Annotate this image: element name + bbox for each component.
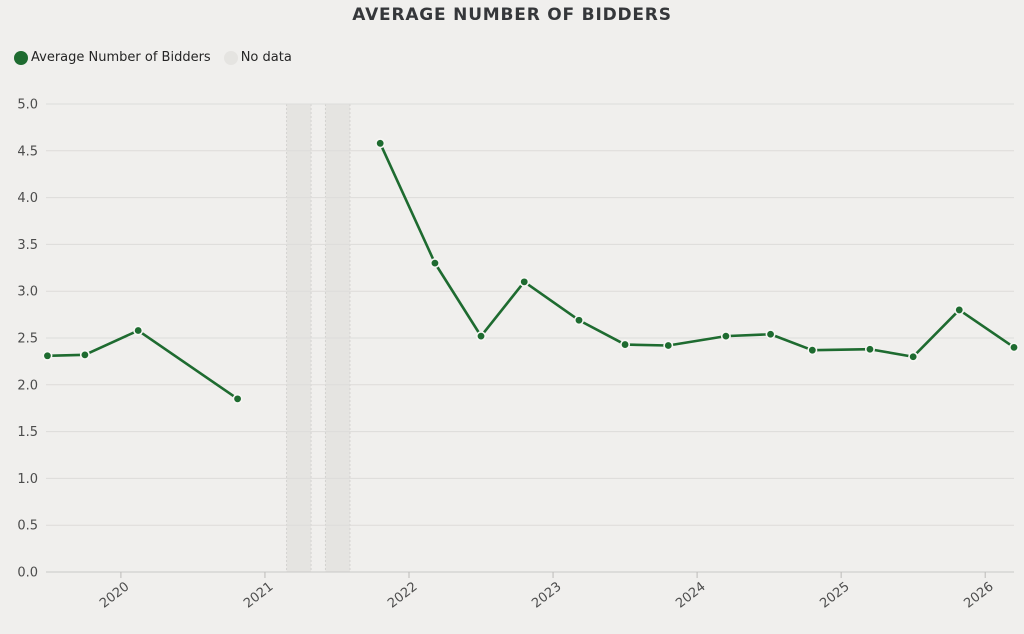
series-line — [378, 142, 1016, 359]
legend-no-data-label: No data — [240, 50, 292, 65]
data-point[interactable] — [476, 331, 487, 342]
x-tick-label: 2021 — [241, 579, 276, 611]
x-tick-label: 2022 — [385, 579, 420, 611]
data-point[interactable] — [620, 339, 631, 350]
y-tick-label: 3.5 — [17, 238, 38, 253]
data-point[interactable] — [1008, 342, 1019, 353]
data-point[interactable] — [519, 276, 530, 287]
y-tick-label: 3.0 — [17, 285, 38, 300]
series-swatch-icon — [14, 50, 28, 65]
data-point[interactable] — [807, 345, 818, 356]
legend-series-label: Average Number of Bidders — [31, 50, 211, 65]
y-tick-label: 2.5 — [17, 332, 38, 347]
data-point[interactable] — [375, 138, 386, 149]
no-data-swatch-icon — [223, 50, 238, 65]
legend-item-no-data[interactable]: No data — [223, 50, 292, 65]
y-tick-label: 4.0 — [17, 191, 38, 206]
x-tick-label: 2023 — [529, 579, 564, 611]
y-tick-label: 1.5 — [17, 425, 38, 440]
x-tick-label: 2025 — [817, 579, 852, 611]
data-point[interactable] — [79, 349, 90, 360]
y-tick-label: 1.0 — [17, 472, 38, 487]
chart-title: AVERAGE NUMBER OF BIDDERS — [352, 5, 672, 25]
data-point[interactable] — [864, 344, 875, 355]
legend: Average Number of Bidders No data — [14, 50, 292, 65]
legend-item-series[interactable]: Average Number of Bidders — [14, 50, 211, 65]
x-tick-label: 2024 — [673, 579, 708, 611]
data-point[interactable] — [42, 350, 53, 361]
data-point[interactable] — [573, 315, 584, 326]
x-tick-label: 2026 — [961, 579, 996, 611]
data-point[interactable] — [720, 331, 731, 342]
data-point[interactable] — [429, 258, 440, 269]
y-tick-label: 0.0 — [17, 566, 38, 581]
data-point[interactable] — [765, 329, 776, 340]
x-tick-label: 2020 — [97, 579, 132, 611]
data-point[interactable] — [232, 393, 243, 404]
y-tick-label: 2.0 — [17, 378, 38, 393]
data-point[interactable] — [908, 351, 919, 362]
data-point[interactable] — [663, 340, 674, 351]
y-tick-label: 0.5 — [17, 519, 38, 534]
data-point[interactable] — [133, 325, 144, 336]
series-line — [46, 329, 239, 401]
data-point[interactable] — [954, 304, 965, 315]
y-tick-label: 4.5 — [17, 144, 38, 159]
y-tick-label: 5.0 — [17, 98, 38, 113]
